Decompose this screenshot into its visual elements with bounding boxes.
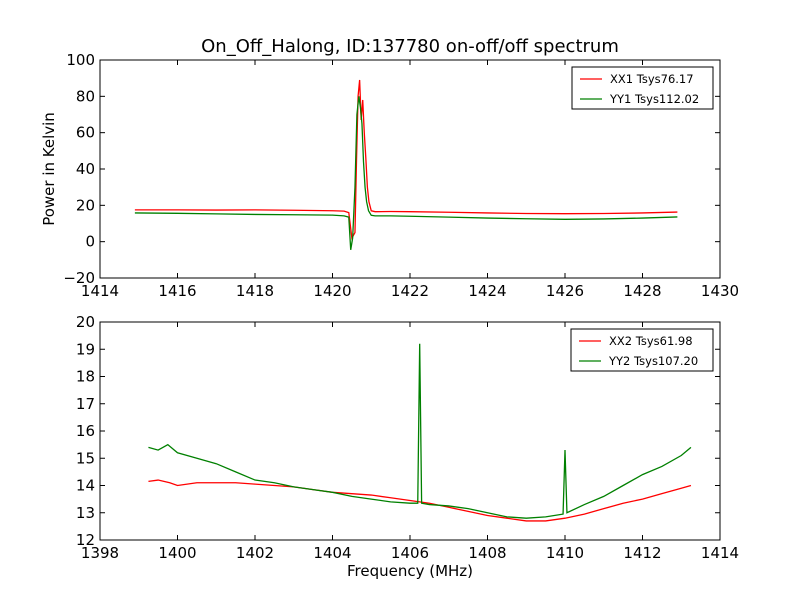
y-tick-label: 100 <box>66 51 95 69</box>
y-tick-label: 80 <box>76 87 95 105</box>
x-tick-label: 1420 <box>313 282 351 300</box>
subplot-2: 1398 1400 1402 1404 1406 1408 1410 1412 1414 12 13… <box>76 313 739 562</box>
legend-entry-label: XX1 Tsys76.17 <box>610 72 694 86</box>
series-line-yy-2 <box>148 343 692 519</box>
y-tick-label: −20 <box>63 269 95 287</box>
x-tick-label: 1404 <box>313 544 351 562</box>
x-tick-label: 1430 <box>701 282 739 300</box>
x-tick-label: 1408 <box>468 544 506 562</box>
y-tick-label: 40 <box>76 160 95 178</box>
series-line-xx-1 <box>134 79 678 241</box>
x-tick-label: 1398 <box>81 544 119 562</box>
y-tick-label: 16 <box>76 422 95 440</box>
series-line-yy-1 <box>134 96 678 250</box>
y-tick-label: 19 <box>76 340 95 358</box>
legend-entry-label: YY1 Tsys112.02 <box>609 92 699 106</box>
y-tick-label: 13 <box>76 504 95 522</box>
y-tick-label: 17 <box>76 395 95 413</box>
y-tick-label: 15 <box>76 449 95 467</box>
y-tick-label: 18 <box>76 368 95 386</box>
x-tick-label: 1412 <box>623 544 661 562</box>
legend-entry-label: XX2 Tsys61.98 <box>609 334 693 348</box>
y-tick-label: 0 <box>85 233 95 251</box>
legend-box <box>570 328 714 372</box>
legend-box <box>571 66 714 110</box>
x-tick-label: 1416 <box>158 282 196 300</box>
y-tick-label: 60 <box>76 124 95 142</box>
legend-2: XX2 Tsys61.98 YY2 Tsys107.20 <box>570 328 714 372</box>
x-tick-label: 1424 <box>468 282 506 300</box>
x-tick-label: 1414 <box>81 282 119 300</box>
legend-entry-label: YY2 Tsys107.20 <box>608 354 698 368</box>
x-tick-label: 1406 <box>391 544 429 562</box>
x-tick-label: 1400 <box>158 544 196 562</box>
figure-xlabel: Frequency (MHz) <box>347 562 473 580</box>
x-tick-label: 1410 <box>546 544 584 562</box>
subplots-group: 1414 1416 1418 1420 1422 1424 1426 1428 1430−200… <box>40 51 739 562</box>
y-tick-label: 20 <box>76 196 95 214</box>
figure-title: On_Off_Halong, ID:137780 on-off/off spec… <box>201 36 619 57</box>
x-tick-label: 1422 <box>391 282 429 300</box>
x-tick-label: 1402 <box>236 544 274 562</box>
legend-1: XX1 Tsys76.17 YY1 Tsys112.02 <box>571 66 714 110</box>
y-tick-label: 20 <box>76 313 95 331</box>
x-tick-label: 1418 <box>236 282 274 300</box>
y-axis-label: Power in Kelvin <box>40 112 58 226</box>
y-tick-label: 12 <box>76 531 95 549</box>
y-tick-label: 14 <box>76 477 95 495</box>
subplot-1: 1414 1416 1418 1420 1422 1424 1426 1428 1430 −20 0… <box>40 51 739 300</box>
x-tick-label: 1426 <box>546 282 584 300</box>
x-tick-label: 1414 <box>701 544 739 562</box>
series-line-xx-2 <box>148 479 692 522</box>
x-tick-label: 1428 <box>623 282 661 300</box>
